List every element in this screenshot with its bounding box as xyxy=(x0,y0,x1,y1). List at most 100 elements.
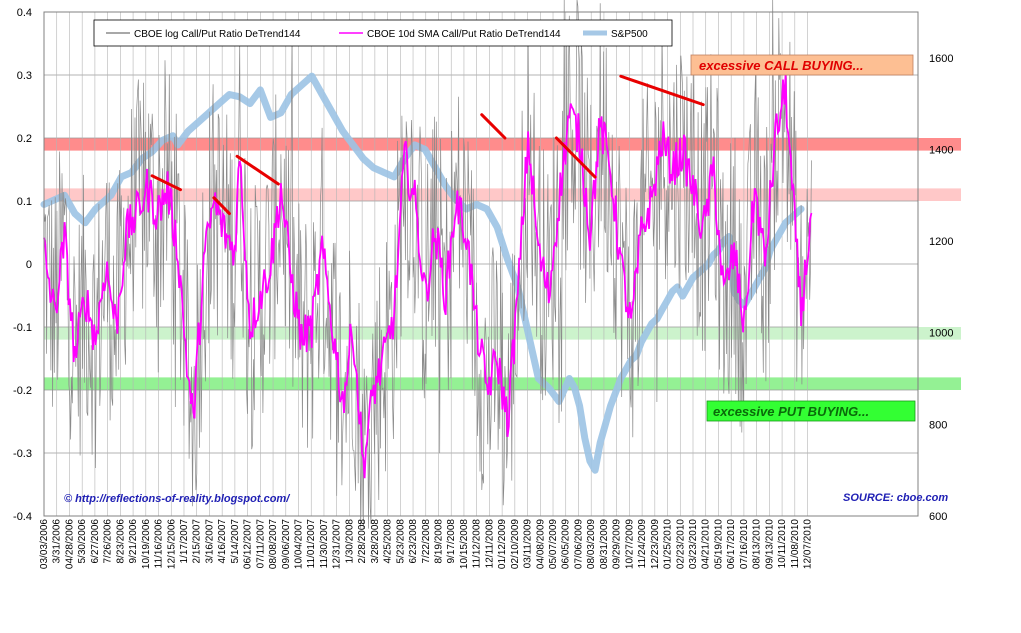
x-tick-label: 05/07/2009 xyxy=(548,519,559,569)
x-tick-label: 11/12/2008 xyxy=(472,519,483,569)
x-tick-label: 09/06/2007 xyxy=(281,519,292,569)
x-tick-label: 03/11/2009 xyxy=(523,519,534,569)
x-tick-label: 4/25/2008 xyxy=(383,519,394,564)
x-tick-label: 12/07/2010 xyxy=(803,519,814,569)
x-tick-label: 11/16/2006 xyxy=(154,519,165,569)
left-tick-label: 0.2 xyxy=(17,133,32,145)
x-tick-label: 12/11/2008 xyxy=(484,519,495,569)
x-tick-label: 06/05/2009 xyxy=(561,519,572,569)
x-tick-label: 11/08/2010 xyxy=(790,519,801,569)
x-tick-label: 11/01/2007 xyxy=(306,519,317,569)
plot-area-border xyxy=(43,11,919,517)
x-tick-label: 9/17/2008 xyxy=(446,519,457,564)
trend-line-2 xyxy=(235,154,280,186)
x-tick-label: 02/10/2009 xyxy=(510,519,521,569)
x-tick-label: 3/31/2006 xyxy=(52,519,63,564)
x-tick-label: 03/03/2006 xyxy=(39,519,50,569)
x-tick-label: 12/15/2006 xyxy=(166,519,177,569)
x-tick-label: 10/27/2009 xyxy=(624,519,635,569)
trend-line-4 xyxy=(554,136,597,179)
x-tick-label: 11/24/2009 xyxy=(637,519,648,569)
x-tick-label: 08/13/2010 xyxy=(752,519,763,569)
x-tick-label: 10/19/2006 xyxy=(141,519,152,569)
x-tick-label: 09/29/2009 xyxy=(612,519,623,569)
legend-label-2: S&P500 xyxy=(611,29,648,40)
x-tick-label: 10/15/2008 xyxy=(459,519,470,569)
x-tick-label: 10/04/2007 xyxy=(294,519,305,569)
left-tick-label: 0.1 xyxy=(17,196,32,208)
x-tick-label: 6/23/2008 xyxy=(408,519,419,564)
x-tick-label: 5/30/2006 xyxy=(77,519,88,564)
x-tick-label: 9/21/2006 xyxy=(128,519,139,564)
x-tick-label: 12/31/2007 xyxy=(332,519,343,569)
right-tick-label: 1000 xyxy=(929,328,953,340)
put-buying-annotation: excessive PUT BUYING... xyxy=(706,400,916,422)
copyright-note: © http://reflections-of-reality.blogspot… xyxy=(64,493,291,505)
x-tick-label: 01/12/2009 xyxy=(497,519,508,569)
x-tick-label: 3/16/2007 xyxy=(204,519,215,564)
x-tick-label: 06/17/2010 xyxy=(726,519,737,569)
right-tick-label: 1600 xyxy=(929,53,953,65)
x-tick-label: 08/08/2007 xyxy=(268,519,279,569)
left-tick-label: 0.3 xyxy=(17,70,32,82)
log-ratio-series xyxy=(43,0,812,529)
put-buying-box xyxy=(706,400,916,422)
x-tick-label: 07/11/2007 xyxy=(255,519,266,569)
x-tick-label: 03/23/2010 xyxy=(688,519,699,569)
x-tick-label: 3/28/2008 xyxy=(370,519,381,564)
right-tick-label: 1200 xyxy=(929,236,953,248)
trend-line-1 xyxy=(212,196,231,216)
x-tick-label: 2/15/2007 xyxy=(192,519,203,564)
x-tick-label: 5/14/2007 xyxy=(230,519,241,564)
x-tick-label: 1/17/2007 xyxy=(179,519,190,564)
left-tick-label: 0 xyxy=(26,259,32,271)
right-tick-label: 1400 xyxy=(929,144,953,156)
x-tick-label: 5/23/2008 xyxy=(395,519,406,564)
legend-label-0: CBOE log Call/Put Ratio DeTrend144 xyxy=(134,29,301,40)
x-tick-label: 07/06/2009 xyxy=(574,519,585,569)
trend-line-0 xyxy=(150,174,182,192)
x-tick-label: 01/25/2010 xyxy=(663,519,674,569)
left-tick-label: -0.3 xyxy=(13,448,32,460)
trend-line-5 xyxy=(619,74,705,107)
right-tick-label: 800 xyxy=(929,419,947,431)
trend-lines xyxy=(150,74,705,216)
x-tick-label: 09/13/2010 xyxy=(764,519,775,569)
x-tick-label: 4/16/2007 xyxy=(217,519,228,564)
put-buying-label: excessive PUT BUYING... xyxy=(713,404,869,419)
x-tick-label: 06/12/2007 xyxy=(243,519,254,569)
x-tick-label: 2/28/2008 xyxy=(357,519,368,564)
x-tick-label: 05/19/2010 xyxy=(714,519,725,569)
left-axis-ticks: 0.4 0.3 0.2 0.1 0 -0.1 -0.2 -0.3 -0.4 xyxy=(13,7,32,523)
legend: CBOE log Call/Put Ratio DeTrend144 CBOE 1… xyxy=(93,19,673,47)
left-tick-label: -0.2 xyxy=(13,385,32,397)
x-tick-label: 04/28/2006 xyxy=(65,519,76,569)
legend-label-1: CBOE 10d SMA Call/Put Ratio DeTrend144 xyxy=(367,29,561,40)
legend-box xyxy=(93,19,673,47)
left-tick-label: 0.4 xyxy=(17,7,32,19)
x-tick-label: 1/30/2008 xyxy=(344,519,355,564)
source-note: SOURCE: cboe.com xyxy=(843,492,948,504)
right-axis-ticks: 1600 1400 1200 1000 800 600 xyxy=(929,53,953,523)
sma-ratio-line xyxy=(43,73,813,479)
x-tick-label: 04/21/2010 xyxy=(701,519,712,569)
sma-ratio-series xyxy=(43,73,813,479)
left-tick-label: -0.4 xyxy=(13,511,32,523)
trend-line-3 xyxy=(480,113,507,140)
x-tick-label: 8/19/2008 xyxy=(434,519,445,564)
call-buying-label: excessive CALL BUYING... xyxy=(699,58,864,73)
x-tick-label: 11/30/2007 xyxy=(319,519,330,569)
x-tick-label: 02/23/2010 xyxy=(675,519,686,569)
x-tick-label: 7/26/2006 xyxy=(103,519,114,564)
x-tick-label: 04/08/2009 xyxy=(535,519,546,569)
x-axis-ticks: 03/03/2006 3/31/2006 04/28/2006 5/30/2006 6/… xyxy=(39,519,814,569)
x-tick-label: 08/03/2009 xyxy=(586,519,597,569)
right-tick-label: 600 xyxy=(929,511,947,523)
call-buying-box xyxy=(690,54,914,76)
x-tick-label: 08/31/2009 xyxy=(599,519,610,569)
log-ratio-line xyxy=(43,0,812,529)
x-tick-label: 7/22/2008 xyxy=(421,519,432,564)
x-tick-label: 12/23/2009 xyxy=(650,519,661,569)
x-tick-label: 8/23/2006 xyxy=(115,519,126,564)
